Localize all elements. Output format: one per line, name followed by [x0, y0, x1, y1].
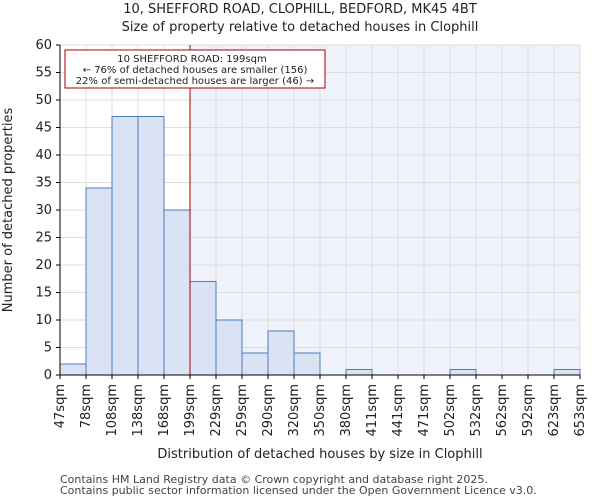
bar: [345, 369, 373, 376]
x-tick-label: 532sqm: [469, 384, 484, 437]
footer-line-1: Contains HM Land Registry data © Crown c…: [60, 473, 488, 486]
y-tick-label: 55: [35, 66, 52, 81]
x-tick-label: 411sqm: [365, 384, 380, 437]
bar: [59, 363, 87, 376]
y-tick-label: 15: [35, 286, 52, 301]
bar: [85, 187, 113, 376]
plot-area: 0 5 10 15 20 25 30 35 40 45 50 55 60 47sqm 78sqm 108sqm…: [35, 38, 588, 437]
x-tick-label: 562sqm: [495, 384, 510, 437]
x-tick-label: 47sqm: [53, 384, 68, 428]
x-axis-label: Distribution of detached houses by size …: [157, 447, 482, 462]
x-tick-label: 471sqm: [417, 384, 432, 437]
bar: [215, 319, 243, 376]
x-tick-label: 78sqm: [79, 384, 94, 428]
chart-title: 10, SHEFFORD ROAD, CLOPHILL, BEDFORD, MK…: [123, 2, 477, 17]
annotation-line-3: 22% of semi-detached houses are larger (…: [76, 76, 314, 87]
x-tick-label: 441sqm: [391, 384, 406, 437]
footer-line-2: Contains public sector information licen…: [60, 484, 537, 497]
y-tick-label: 50: [35, 93, 52, 108]
bar: [267, 330, 295, 376]
x-tick-label: 168sqm: [157, 384, 172, 437]
x-tick-label: 138sqm: [131, 384, 146, 437]
bar: [293, 352, 321, 376]
x-tick-label: 259sqm: [235, 384, 250, 437]
x-tick-label: 592sqm: [521, 384, 536, 437]
annotation-box: 10 SHEFFORD ROAD: 199sqm ← 76% of detach…: [64, 49, 326, 89]
bar: [111, 116, 139, 376]
bar: [449, 369, 477, 376]
x-tick-label: 199sqm: [183, 384, 198, 437]
y-tick-label: 35: [35, 176, 52, 191]
x-tick-label: 229sqm: [209, 384, 224, 437]
y-tick-label: 0: [44, 368, 52, 383]
x-tick-label: 653sqm: [573, 384, 588, 437]
chart-subtitle: Size of property relative to detached ho…: [122, 20, 479, 35]
x-tick-label: 290sqm: [261, 384, 276, 437]
bar: [241, 352, 269, 376]
y-tick-label: 20: [35, 258, 52, 273]
y-tick-label: 10: [35, 313, 52, 328]
x-tick-label: 380sqm: [339, 384, 354, 437]
x-tick-label: 350sqm: [313, 384, 328, 437]
annotation-line-1: 10 SHEFFORD ROAD: 199sqm: [117, 54, 266, 65]
y-tick-label: 40: [35, 148, 52, 163]
bar: [553, 369, 581, 376]
y-tick-label: 25: [35, 231, 52, 246]
annotation-frame: [64, 49, 326, 89]
y-tick-label: 60: [35, 38, 52, 53]
bar: [137, 116, 165, 376]
x-tick-label: 502sqm: [443, 384, 458, 437]
y-tick-label: 5: [44, 341, 52, 356]
x-tick-label: 623sqm: [547, 384, 562, 437]
bar: [189, 281, 217, 376]
y-tick-label: 30: [35, 203, 52, 218]
annotation-line-2: ← 76% of detached houses are smaller (15…: [83, 65, 308, 76]
y-axis-label: Number of detached properties: [1, 108, 16, 313]
y-tick-label: 45: [35, 121, 52, 136]
x-tick-label: 320sqm: [287, 384, 302, 437]
x-tick-label: 108sqm: [105, 384, 120, 437]
bar: [163, 209, 191, 376]
